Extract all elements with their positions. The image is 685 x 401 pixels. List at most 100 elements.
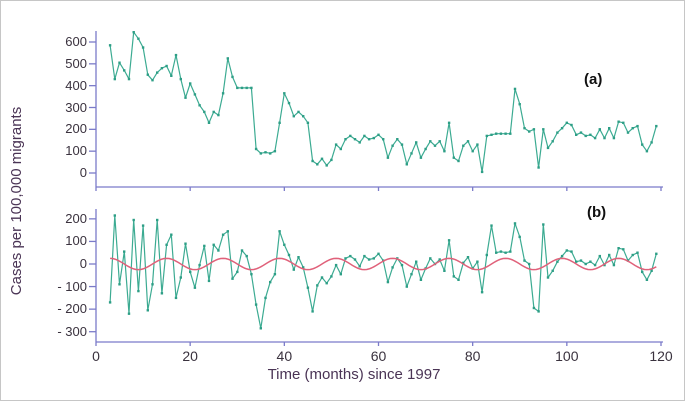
y-tick-label-a: 600 [65,34,87,49]
panel-a-data-point [570,123,573,127]
panel-b-data-point [278,230,281,233]
panel-a-data-point [641,143,644,146]
panel-b-data-point [551,269,554,272]
panel-a-data-point [622,121,625,124]
panel-b-data-point [334,263,338,267]
panel-b-data-point [217,249,220,252]
panel-b-data-point [273,273,277,276]
panel-b-data-point [245,254,248,258]
panel-b-data-point [584,262,587,266]
panel-b-data-point [495,251,498,254]
panel-b-data-point [650,269,653,272]
panel-b-data-point [302,266,305,269]
panel-a-data-point [264,151,267,154]
panel-a-data-point [141,46,145,49]
panel-b-data-point [438,258,441,261]
panel-b-data-point [528,262,531,266]
panel-b-data-point [579,259,583,262]
panel-a-data-point [367,138,371,141]
panel-b-data-point [123,250,126,253]
panel-b-data-point [160,292,164,295]
panel-b-data-point [589,260,592,263]
panel-a-data-point [579,131,583,134]
panel-a-data-point [490,133,493,136]
panel-b-data-point [254,303,258,306]
panel-a-data-point [452,156,455,159]
panel-a-data-point [221,92,225,95]
panel-a-data-point [612,136,616,140]
panel-b-data-point [410,273,413,276]
panel-a-data-point [433,144,437,147]
panel-a-data-point [269,152,272,155]
panel-b-data-point [645,278,649,281]
panel-b-data-point [570,250,573,253]
panel-a-data-point [447,121,451,124]
panel-b-series-line [109,214,657,329]
panel-b-data-point [612,263,616,267]
panel-b-data-point [292,268,295,271]
panel-a-data-point [471,150,474,153]
panel-b-data-point [405,285,408,288]
panel-b-data-point [593,263,597,267]
panel-b-data-point [146,309,149,312]
panel-a-data-point [598,128,601,131]
panel-b-data-point [330,275,333,278]
panel-b-data-point [156,218,159,222]
panel-a-data-point [655,124,658,128]
panel-a-data-point [297,110,300,114]
panel-b-data-point [537,310,540,313]
x-tick-label: 0 [92,348,100,364]
y-tick-label-a: 500 [65,55,87,71]
panel-b-data-point [443,269,446,272]
panel-a-data-point [108,44,112,47]
panel-a-data-point [513,87,517,91]
panel-b-data-point [170,233,173,236]
panel-b-data-point [212,243,215,246]
y-axis-title: Cases per 100,000 migrants [8,106,25,296]
panel-a-data-point [495,132,498,135]
panel-a-data-point [287,101,291,105]
panel-b-data-point [518,235,521,239]
x-axis-title: Time (months) since 1997 [267,366,441,383]
panel-a-data-point [184,96,187,99]
panel-a-data-point [325,164,328,167]
panel-a-data-point [400,143,404,146]
panel-a-data-point [626,131,630,134]
panel-b-data-point [641,270,644,274]
panel-b-data-point [447,239,451,242]
panel-a-data-point [396,138,399,141]
panel-a-data-point [438,140,441,143]
panel-b-seasonal-line [110,257,657,271]
panel-a-series-line [109,31,657,173]
panel-b-data-point [141,224,145,227]
panel-a-data-point [231,75,234,79]
y-tick-label-b: 100 [65,233,87,249]
panel-a-data-point [156,71,159,74]
panel-b-data-point [231,277,234,280]
panel-a-data-point [504,132,507,135]
panel-a-data-point [372,136,375,140]
panel-b-data-point [485,253,488,257]
panel-a-data-point [198,104,201,107]
panel-a-data-point [429,140,432,143]
panel-a-data-point [165,64,168,68]
panel-b-data-point [113,214,116,217]
panel-b-data-point [367,258,371,261]
panel-a-data-point [189,82,192,85]
panel-a-data-point [179,77,182,81]
x-tick-label: 40 [276,348,293,364]
panel-a-data-point [518,103,521,106]
panel-a-data-point [584,134,587,138]
x-tick-label: 20 [182,348,198,364]
panel-a-data-point [537,166,540,169]
panel-b-data-point [316,284,319,287]
panel-b-data-point [311,310,314,313]
panel-b-data-point [127,312,131,315]
panel-b-data-point [363,254,366,258]
panel-a-data-point [334,143,338,146]
panel-b-data-point [264,296,267,300]
panel-b-data-point [608,253,611,257]
panel-a-data-point [462,144,465,147]
